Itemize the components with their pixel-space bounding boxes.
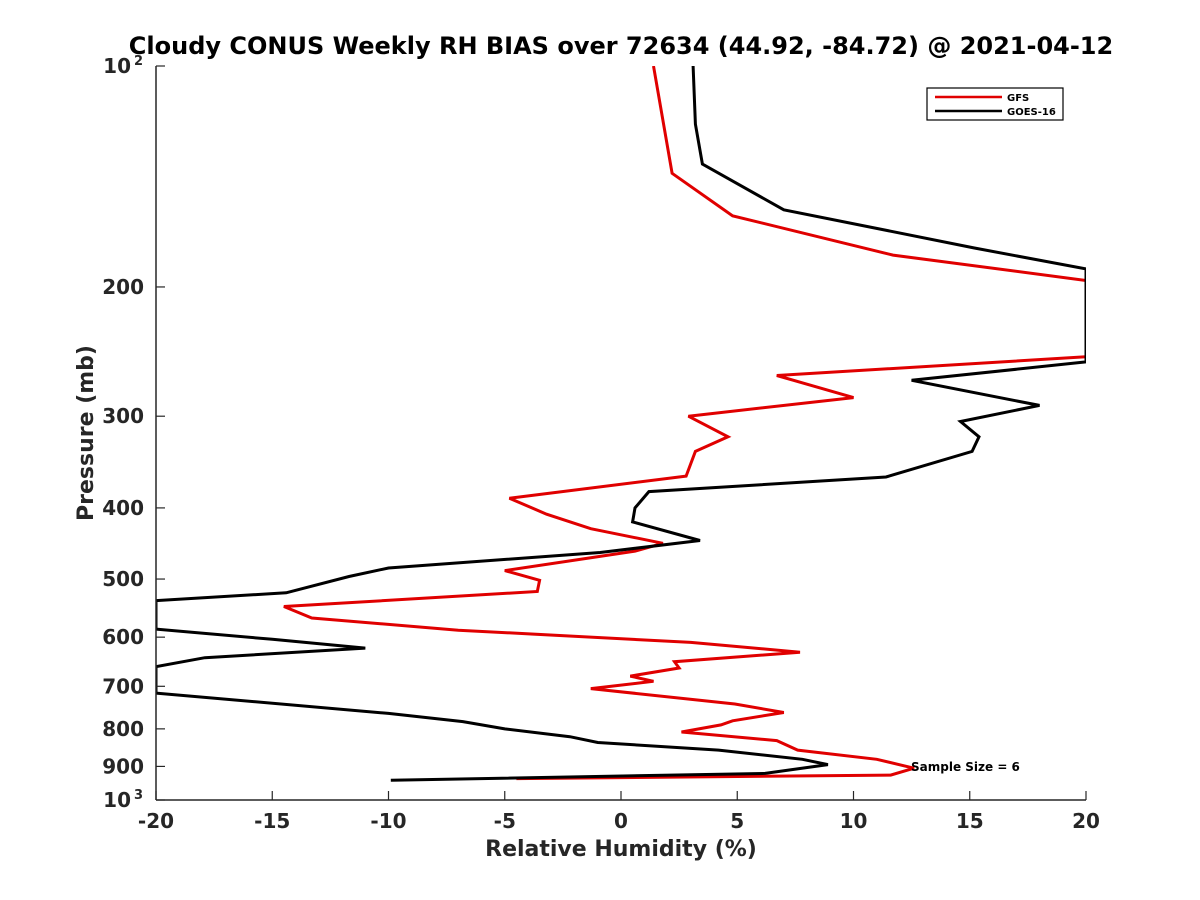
- y-tick-label: 300: [102, 404, 144, 428]
- y-tick-label: 600: [102, 625, 144, 649]
- x-axis-label: Relative Humidity (%): [485, 837, 757, 862]
- x-tick-label: -10: [370, 809, 406, 833]
- x-tick-label: -20: [138, 809, 174, 833]
- x-tick-label: 10: [840, 809, 868, 833]
- sample-size-annotation: Sample Size = 6: [911, 760, 1020, 774]
- x-tick-label: 0: [614, 809, 628, 833]
- y-axis-label: Pressure (mb): [74, 345, 99, 521]
- y-tick-label: 400: [102, 496, 144, 520]
- chart-title: Cloudy CONUS Weekly RH BIAS over 72634 (…: [129, 32, 1113, 60]
- y-tick-label: 800: [102, 717, 144, 741]
- y-tick-label: 10: [103, 788, 131, 812]
- series-line-goes-16: [156, 66, 1086, 782]
- y-tick-label: 10: [103, 54, 131, 78]
- x-tick-label: 20: [1072, 809, 1100, 833]
- x-tick-label: -5: [494, 809, 516, 833]
- legend: GFS GOES-16: [926, 87, 1064, 121]
- x-tick-label: 5: [730, 809, 744, 833]
- x-tick-label: -15: [254, 809, 290, 833]
- legend-box: [926, 87, 1064, 121]
- x-tick-label: 15: [956, 809, 984, 833]
- legend-label-gfs: GFS: [1007, 93, 1029, 104]
- series-line-gfs: [283, 66, 1086, 781]
- y-tick-exponent: 2: [134, 54, 143, 69]
- series-layer: [156, 66, 1086, 782]
- legend-label-goes-16: GOES-16: [1007, 107, 1056, 118]
- y-tick-exponent: 3: [134, 788, 143, 803]
- y-tick-label: 900: [102, 754, 144, 778]
- y-tick-label: 500: [102, 567, 144, 591]
- y-tick-label: 200: [102, 275, 144, 299]
- y-tick-label: 700: [102, 674, 144, 698]
